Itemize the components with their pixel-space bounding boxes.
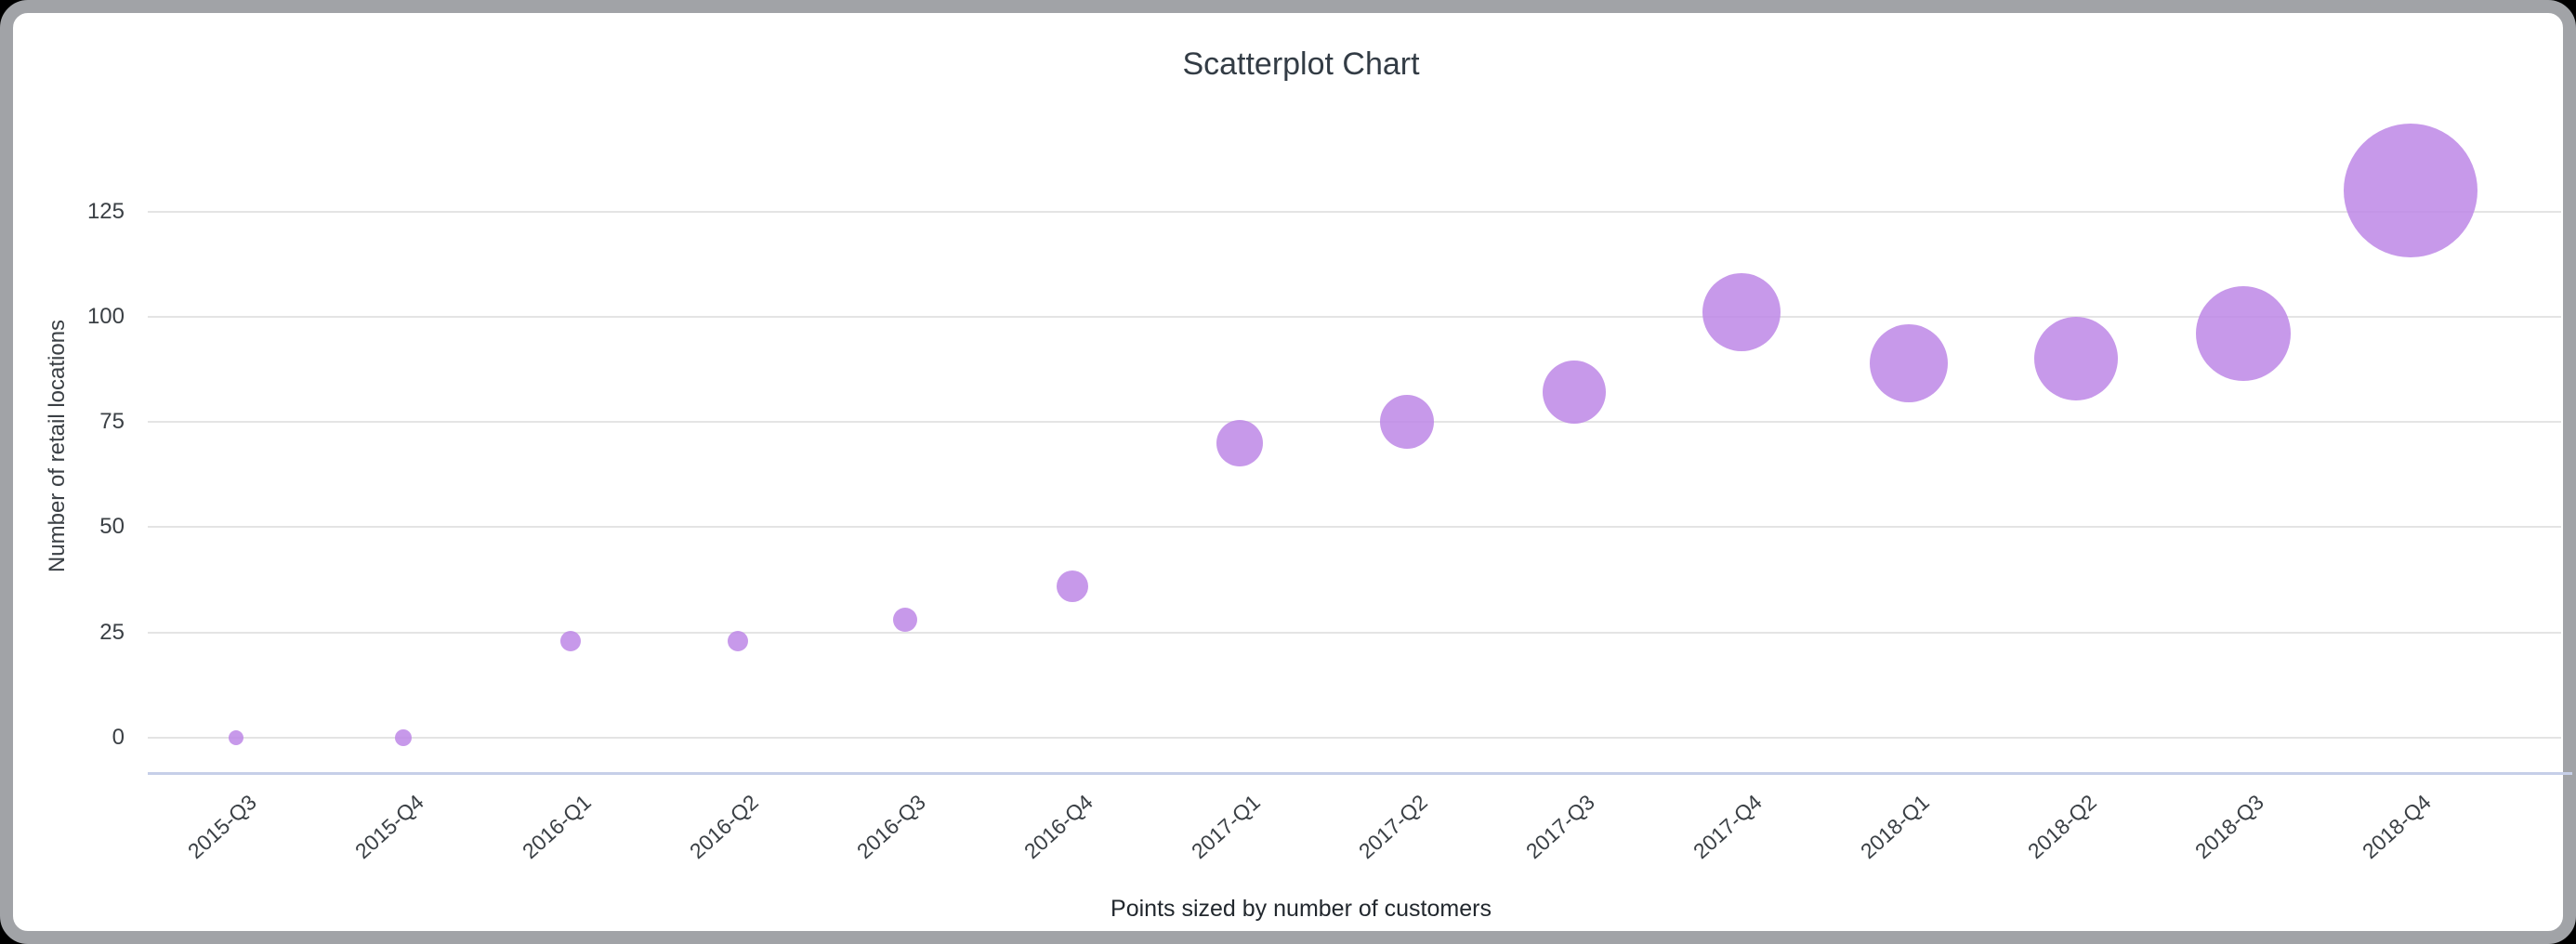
x-tick-label: 2016-Q1 (518, 790, 597, 864)
data-point[interactable] (1380, 395, 1434, 450)
y-tick-label: 50 (99, 514, 125, 540)
data-point[interactable] (395, 729, 412, 746)
gridline (148, 737, 2561, 739)
gridline (148, 315, 2561, 318)
x-tick-label: 2018-Q2 (2023, 790, 2102, 864)
gridline (148, 631, 2561, 634)
data-point[interactable] (1216, 419, 1263, 466)
data-point[interactable] (893, 608, 917, 633)
gridline (148, 210, 2561, 213)
x-tick-label: 2017-Q3 (1521, 790, 1600, 864)
gridline (148, 526, 2561, 529)
data-point[interactable] (1057, 570, 1088, 602)
x-tick-label: 2017-Q2 (1354, 790, 1433, 864)
data-point[interactable] (1870, 323, 1948, 402)
chart-title: Scatterplot Chart (1182, 46, 1420, 82)
y-tick-label: 100 (86, 303, 125, 329)
data-point[interactable] (2034, 317, 2118, 401)
x-tick-label: 2018-Q1 (1856, 790, 1935, 864)
x-tick-label: 2016-Q3 (852, 790, 931, 864)
x-tick-label: 2016-Q4 (1019, 790, 1098, 864)
x-tick-label: 2017-Q1 (1187, 790, 1266, 864)
y-tick-label: 25 (99, 619, 125, 645)
x-axis-caption: Points sized by number of customers (1111, 896, 1492, 922)
x-tick-label: 2015-Q3 (183, 790, 262, 864)
x-tick-label: 2018-Q3 (2190, 790, 2269, 864)
x-axis-baseline (148, 772, 2572, 775)
x-tick-label: 2016-Q2 (685, 790, 764, 864)
data-point[interactable] (2344, 123, 2477, 257)
y-tick-label: 75 (99, 409, 125, 435)
x-tick-label: 2015-Q4 (350, 790, 429, 864)
x-tick-label: 2017-Q4 (1689, 790, 1768, 864)
data-point[interactable] (560, 630, 581, 651)
data-point[interactable] (1543, 361, 1606, 425)
y-tick-label: 125 (86, 198, 125, 224)
data-point[interactable] (728, 630, 748, 651)
y-tick-label: 0 (112, 725, 125, 750)
data-point[interactable] (229, 730, 243, 745)
data-point[interactable] (2196, 285, 2291, 381)
x-tick-label: 2018-Q4 (2358, 790, 2437, 864)
data-point[interactable] (1702, 273, 1781, 352)
plot-area: 0 25 50 75 100 125 2015-Q3 2015-Q4 2016-Q1 2016-Q… (13, 13, 2576, 944)
gridline (148, 421, 2561, 424)
